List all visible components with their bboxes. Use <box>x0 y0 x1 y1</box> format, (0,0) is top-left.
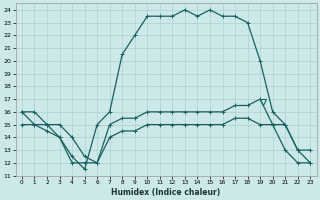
X-axis label: Humidex (Indice chaleur): Humidex (Indice chaleur) <box>111 188 221 197</box>
